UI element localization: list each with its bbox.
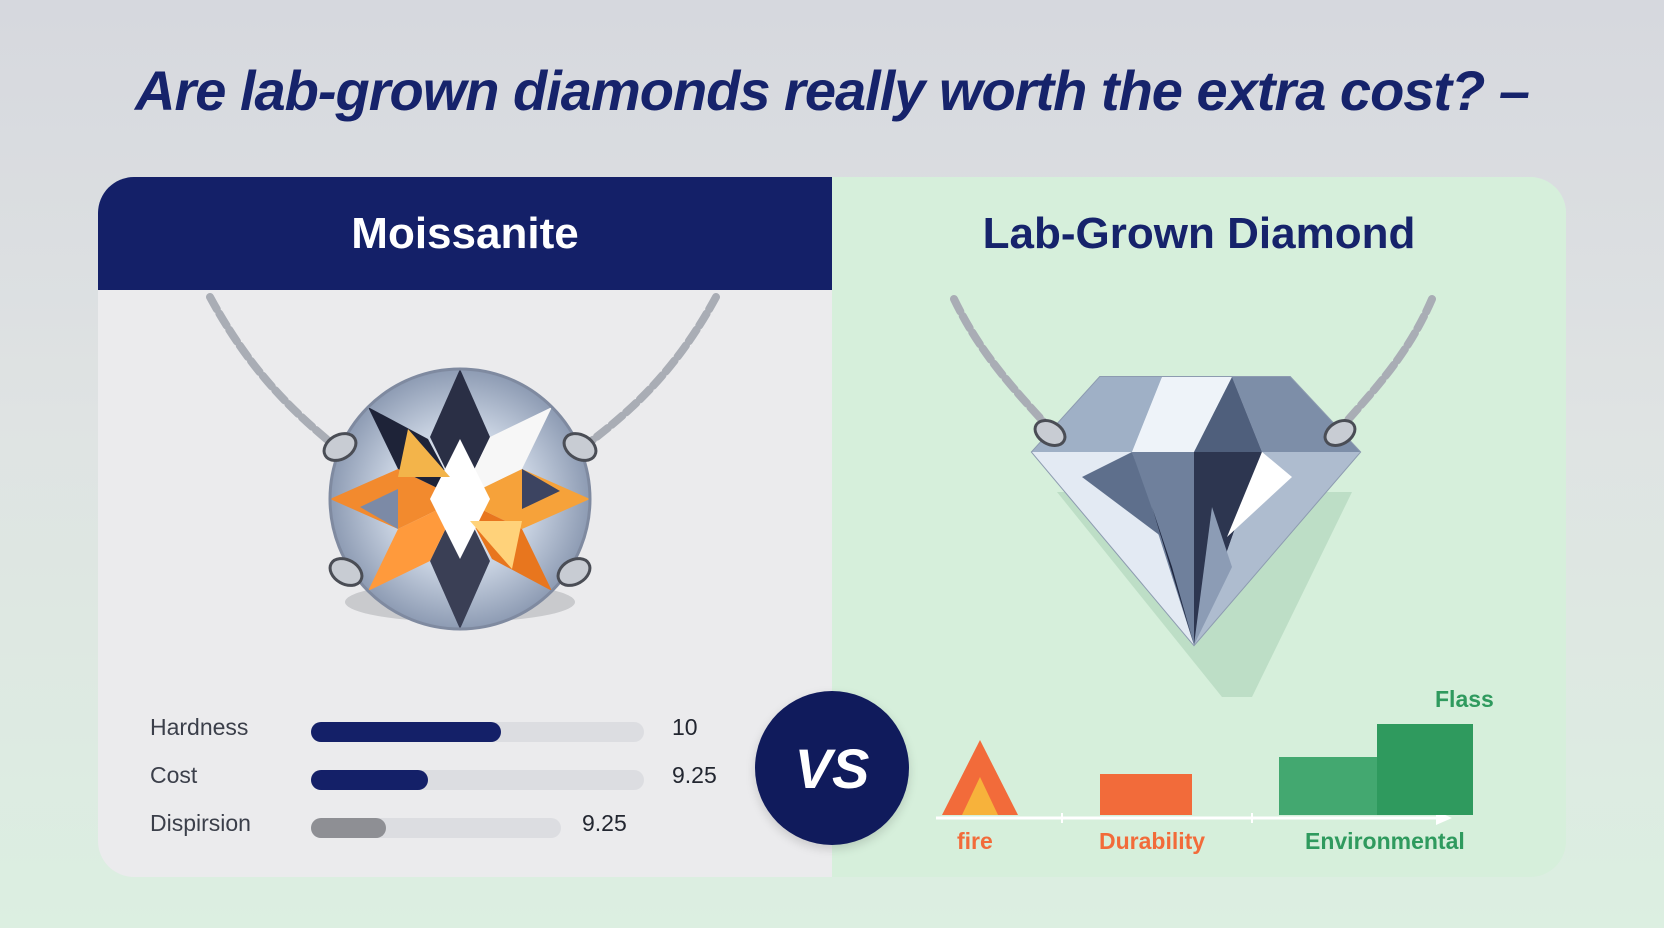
chart-bar-environmental-tall [1377,724,1473,815]
moissanite-title: Moissanite [98,177,832,290]
metric-label: Dispirsion [150,810,251,836]
metric-hardness: Hardness 10 [98,706,832,746]
metric-label: Cost [150,762,198,788]
metric-track [311,722,644,742]
vs-badge: VS [755,691,909,845]
diamond-necklace-icon [950,295,1436,697]
lab-diamond-column: Lab-Grown Diamond [832,177,1566,877]
chart-bar-environmental [1279,757,1377,815]
metric-value: 10 [672,714,698,740]
metric-track [311,818,561,838]
metric-fill [311,722,501,742]
lab-diamond-title: Lab-Grown Diamond [982,208,1416,258]
metric-cost: Cost 9.25 [98,754,832,794]
comparison-panel: Moissanite [98,177,1566,877]
metric-dispersion: Dispirsion 9.25 [98,802,832,842]
lab-diamond-chart [936,724,1473,825]
moissanite-column: Moissanite [98,177,832,877]
metric-track [311,770,644,790]
metric-fill [311,818,386,838]
metric-label: Hardness [150,714,249,740]
metric-value: 9.25 [672,762,717,788]
metric-fill [311,770,428,790]
chart-bar-durability [1100,774,1192,815]
flame-icon [942,740,1018,815]
headline: Are lab-grown diamonds really worth the … [135,59,1530,122]
chart-label-fire: fire [957,828,993,854]
metric-value: 9.25 [582,810,627,836]
chart-label-environmental: Environmental [1305,828,1465,854]
chart-label-durability: Durability [1099,828,1206,854]
moissanite-necklace-icon [206,293,720,631]
chart-annotation: Flass [1435,686,1494,712]
